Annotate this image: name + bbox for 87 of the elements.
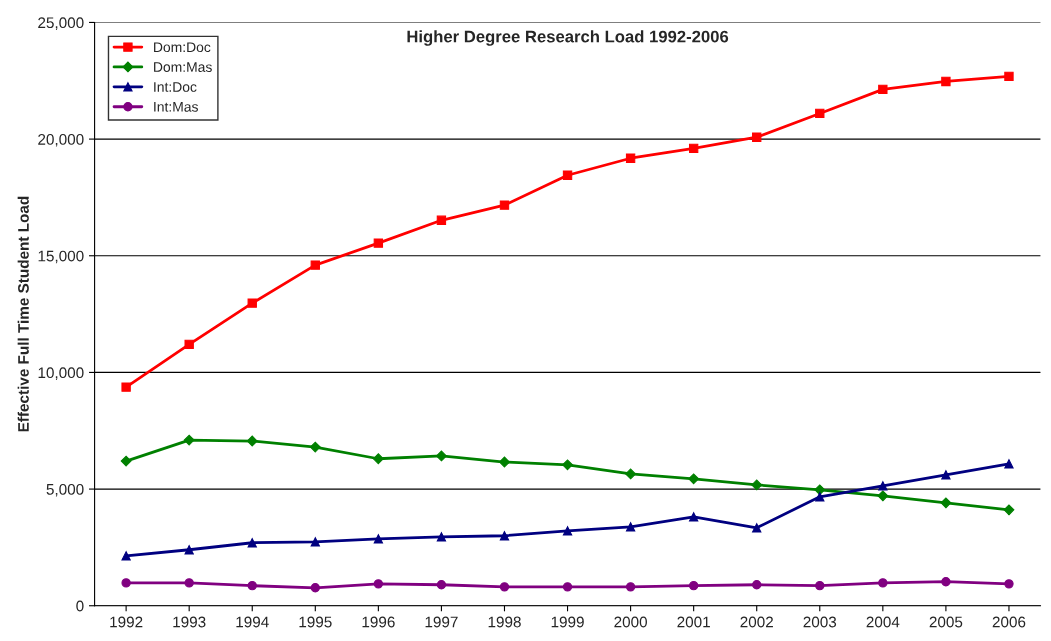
- point: [499, 531, 510, 541]
- x-tick-label: 1996: [362, 616, 395, 628]
- point: [752, 523, 762, 533]
- point: [183, 434, 195, 446]
- point: [499, 200, 510, 210]
- y-tick-label: 25,000: [38, 17, 84, 30]
- legend-label: Int:Doc: [154, 82, 197, 92]
- x-tick-label: 1992: [110, 616, 143, 628]
- point: [372, 453, 384, 465]
- x-tick-label: 2003: [803, 616, 837, 628]
- point: [373, 238, 384, 248]
- x-tick-label: 2001: [677, 616, 710, 628]
- point: [625, 522, 636, 532]
- point: [625, 582, 636, 592]
- point: [247, 580, 257, 591]
- point: [688, 580, 699, 591]
- point: [121, 551, 131, 561]
- point: [752, 580, 762, 590]
- point: [309, 441, 321, 453]
- point: [878, 84, 888, 95]
- x-tick-label: 2000: [614, 616, 647, 628]
- point: [1004, 579, 1014, 589]
- point: [246, 435, 258, 447]
- point: [815, 492, 825, 502]
- point: [688, 473, 700, 485]
- point: [310, 537, 320, 547]
- point: [941, 577, 951, 587]
- legend-label: Dom:Mas: [154, 62, 212, 72]
- point: [1004, 71, 1014, 82]
- x-tick-label: 1999: [551, 616, 584, 628]
- x-tick-label: 1993: [173, 616, 206, 628]
- legend-label: Dom:Doc: [154, 42, 211, 53]
- point: [310, 260, 320, 270]
- y-tick-label: 0: [76, 600, 84, 612]
- point: [878, 481, 888, 491]
- point: [625, 153, 636, 163]
- chart-title: Higher Degree Research Load 1992-2006: [407, 30, 729, 46]
- point: [625, 468, 637, 480]
- point: [1004, 459, 1014, 469]
- point: [941, 470, 951, 480]
- point: [499, 456, 510, 468]
- point: [815, 580, 825, 591]
- y-tick-label: 20,000: [38, 133, 84, 147]
- point: [941, 76, 951, 87]
- point: [436, 215, 447, 225]
- point: [688, 512, 699, 522]
- y-axis-title: Effective Full Time Student Load: [17, 196, 29, 432]
- point: [688, 143, 699, 154]
- point: [184, 545, 194, 555]
- point: [247, 538, 257, 548]
- x-tick-label: 1994: [236, 616, 269, 628]
- point: [120, 455, 132, 467]
- point: [436, 532, 447, 542]
- point: [815, 108, 825, 119]
- point: [1003, 504, 1015, 516]
- x-tick-label: 2006: [992, 616, 1026, 628]
- y-tick-label: 10,000: [38, 367, 84, 380]
- point: [435, 450, 447, 462]
- point: [373, 534, 384, 544]
- point: [877, 490, 889, 502]
- point: [184, 578, 194, 588]
- point: [751, 479, 763, 491]
- y-tick-label: 15,000: [38, 250, 84, 264]
- point: [562, 582, 573, 592]
- point: [562, 170, 573, 180]
- y-tick-label: 5,000: [46, 483, 84, 497]
- x-tick-label: 1997: [425, 616, 458, 628]
- point: [562, 459, 573, 471]
- x-tick-label: 2005: [929, 616, 963, 628]
- legend-label: Int:Mas: [154, 102, 198, 112]
- point: [940, 497, 952, 509]
- point: [499, 582, 510, 592]
- point: [184, 339, 194, 350]
- point: [121, 578, 131, 588]
- point: [562, 526, 573, 536]
- x-tick-label: 2002: [740, 616, 773, 628]
- point: [121, 382, 131, 392]
- x-tick-label: 1998: [488, 616, 521, 628]
- point: [436, 580, 447, 590]
- point: [247, 298, 257, 308]
- x-tick-label: 1995: [299, 616, 332, 628]
- point: [878, 578, 888, 588]
- point: [310, 583, 320, 593]
- point: [373, 579, 384, 589]
- point: [752, 132, 762, 142]
- point: [814, 484, 826, 496]
- x-tick-label: 2004: [866, 616, 900, 628]
